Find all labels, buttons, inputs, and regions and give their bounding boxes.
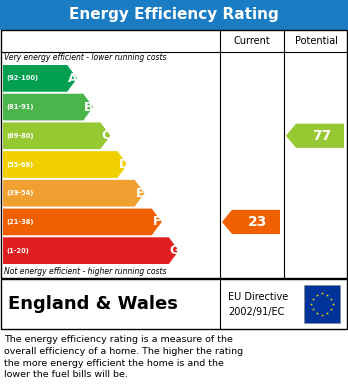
Polygon shape (3, 237, 179, 264)
Text: (69-80): (69-80) (6, 133, 33, 139)
Text: (55-68): (55-68) (6, 161, 33, 167)
Text: (81-91): (81-91) (6, 104, 33, 110)
Text: (92-100): (92-100) (6, 75, 38, 81)
Text: Current: Current (234, 36, 270, 46)
Text: 23: 23 (248, 215, 268, 229)
Text: Not energy efficient - higher running costs: Not energy efficient - higher running co… (4, 267, 166, 276)
Text: D: D (118, 158, 129, 171)
Text: F: F (153, 215, 161, 228)
Bar (1, 279, 347, 329)
Bar (304, 285, 340, 323)
Polygon shape (286, 124, 344, 148)
Polygon shape (3, 122, 110, 149)
Bar (1, 30, 347, 278)
Polygon shape (222, 210, 280, 234)
Text: Energy Efficiency Rating: Energy Efficiency Rating (69, 7, 279, 23)
Polygon shape (3, 65, 77, 92)
Text: (1-20): (1-20) (6, 248, 29, 254)
Text: B: B (84, 100, 94, 113)
Text: (21-38): (21-38) (6, 219, 33, 225)
Text: Very energy efficient - lower running costs: Very energy efficient - lower running co… (4, 54, 166, 63)
Polygon shape (3, 94, 93, 120)
Text: 2002/91/EC: 2002/91/EC (228, 307, 284, 316)
Text: 77: 77 (313, 129, 332, 143)
Text: (39-54): (39-54) (6, 190, 33, 196)
Text: EU Directive: EU Directive (228, 292, 288, 301)
Text: The energy efficiency rating is a measure of the
overall efficiency of a home. T: The energy efficiency rating is a measur… (4, 335, 243, 379)
Bar (0, 0, 348, 30)
Text: England & Wales: England & Wales (8, 295, 178, 313)
Polygon shape (3, 180, 145, 206)
Polygon shape (3, 208, 162, 235)
Text: E: E (136, 187, 144, 200)
Text: G: G (170, 244, 180, 257)
Text: Potential: Potential (294, 36, 338, 46)
Polygon shape (3, 151, 127, 178)
Text: C: C (101, 129, 111, 142)
Text: A: A (68, 72, 78, 85)
